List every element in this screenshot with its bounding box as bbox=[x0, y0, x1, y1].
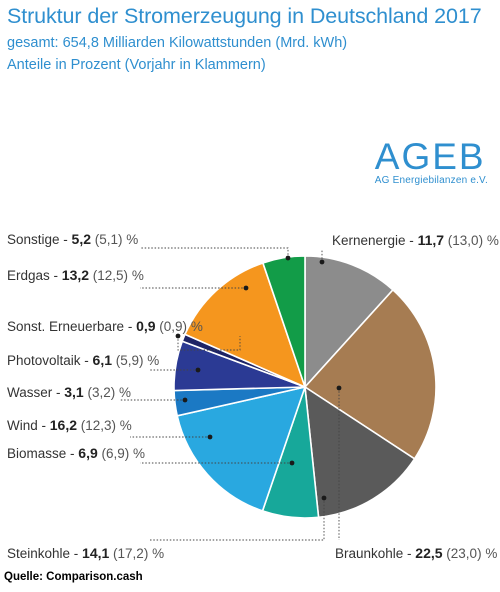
slice-value-wind: 16,2 bbox=[50, 417, 77, 433]
slice-label-steinkohle: Steinkohle - 14,1 (17,2) % bbox=[7, 545, 164, 561]
leader-dot-erdgas bbox=[243, 285, 249, 291]
slice-prev-sonstige: (5,1) bbox=[91, 232, 123, 247]
pie-slice-braunkohle bbox=[303, 288, 437, 460]
slice-unit-braunkohle: % bbox=[482, 546, 498, 561]
slice-label-erdgas: Erdgas - 13,2 (12,5) % bbox=[7, 267, 144, 283]
slice-value-biomasse: 6,9 bbox=[78, 445, 98, 461]
slice-unit-wasser: % bbox=[115, 385, 131, 400]
leader-dot-steinkohle bbox=[321, 495, 327, 501]
slice-label-sonst-erneuerbare: Sonst. Erneuerbare - 0,9 (0,9) % bbox=[7, 318, 203, 334]
slice-value-photovoltaik: 6,1 bbox=[93, 352, 113, 368]
source-note: Quelle: Comparison.cash bbox=[4, 571, 143, 583]
slice-label-sonstige: Sonstige - 5,2 (5,1) % bbox=[7, 231, 138, 247]
leader-dot-sonst-erneuerbare bbox=[175, 333, 181, 339]
logo-main-text: AGEB bbox=[374, 136, 486, 177]
slice-value-steinkohle: 14,1 bbox=[82, 545, 109, 561]
slice-label-photovoltaik: Photovoltaik - 6,1 (5,9) % bbox=[7, 352, 159, 368]
slice-name-wind: Wind - bbox=[7, 418, 50, 433]
slice-name-wasser: Wasser - bbox=[7, 385, 64, 400]
slice-prev-steinkohle: (17,2) bbox=[109, 546, 148, 561]
slice-prev-sonst-erneuerbare: (0,9) bbox=[156, 319, 188, 334]
pie-slice-wind bbox=[176, 385, 307, 512]
leader-dot-photovoltaik bbox=[195, 367, 201, 373]
pie-slice-steinkohle bbox=[304, 385, 416, 519]
leader-line-steinkohle bbox=[150, 498, 325, 541]
slice-label-braunkohle: Braunkohle - 22,5 (23,0) % bbox=[335, 545, 497, 561]
slice-name-photovoltaik: Photovoltaik - bbox=[7, 353, 93, 368]
slice-prev-photovoltaik: (5,9) bbox=[112, 353, 144, 368]
pie-slice-sonstige bbox=[261, 255, 306, 388]
slice-value-kernenergie: 11,7 bbox=[418, 232, 445, 248]
slice-prev-braunkohle: (23,0) bbox=[443, 546, 482, 561]
slice-unit-photovoltaik: % bbox=[144, 353, 160, 368]
slice-value-sonst-erneuerbare: 0,9 bbox=[136, 318, 156, 334]
ageb-logo: AGEB AG Energiebilanzen e.V. bbox=[374, 136, 488, 186]
chart-title: Struktur der Stromerzeugung in Deutschla… bbox=[7, 4, 482, 28]
slice-unit-kernenergie: % bbox=[483, 233, 499, 248]
leader-dot-wind bbox=[207, 434, 213, 440]
slice-name-biomasse: Biomasse - bbox=[7, 446, 78, 461]
slice-name-braunkohle: Braunkohle - bbox=[335, 546, 415, 561]
pie-slice-kernenergie bbox=[304, 255, 395, 390]
slice-unit-sonstige: % bbox=[123, 232, 139, 247]
slice-name-erdgas: Erdgas - bbox=[7, 268, 62, 283]
slice-label-wasser: Wasser - 3,1 (3,2) % bbox=[7, 384, 131, 400]
slice-name-steinkohle: Steinkohle - bbox=[7, 546, 82, 561]
leader-dot-biomasse bbox=[289, 460, 295, 466]
slice-label-biomasse: Biomasse - 6,9 (6,9) % bbox=[7, 445, 145, 461]
logo-sub-text: AG Energiebilanzen e.V. bbox=[374, 175, 488, 186]
slice-prev-wind: (12,3) bbox=[77, 418, 116, 433]
slice-label-wind: Wind - 16,2 (12,3) % bbox=[7, 417, 132, 433]
slice-value-wasser: 3,1 bbox=[64, 384, 84, 400]
leader-dot-kernenergie bbox=[319, 259, 325, 265]
slice-value-sonstige: 5,2 bbox=[72, 231, 92, 247]
slice-prev-erdgas: (12,5) bbox=[89, 268, 128, 283]
slice-name-sonstige: Sonstige - bbox=[7, 232, 72, 247]
slice-unit-steinkohle: % bbox=[148, 546, 164, 561]
leader-dot-sonstige bbox=[285, 255, 291, 261]
pie-slice-erdgas bbox=[183, 261, 307, 389]
slice-label-kernenergie: Kernenergie - 11,7 (13,0) % bbox=[332, 232, 499, 248]
slice-unit-wind: % bbox=[116, 418, 132, 433]
slice-unit-erdgas: % bbox=[128, 268, 144, 283]
chart-subtitle: gesamt: 654,8 Milliarden Kilowattstunden… bbox=[7, 35, 348, 51]
leader-line-sonstige bbox=[140, 247, 289, 258]
slice-unit-sonst-erneuerbare: % bbox=[187, 319, 203, 334]
slice-prev-wasser: (3,2) bbox=[84, 385, 116, 400]
leader-dot-wasser bbox=[182, 397, 188, 403]
slice-name-kernenergie: Kernenergie - bbox=[332, 233, 418, 248]
slice-unit-biomasse: % bbox=[129, 446, 145, 461]
slice-prev-kernenergie: (13,0) bbox=[444, 233, 483, 248]
leader-dot-braunkohle bbox=[336, 385, 342, 391]
slice-value-erdgas: 13,2 bbox=[62, 267, 89, 283]
chart-subtitle-2: Anteile in Prozent (Vorjahr in Klammern) bbox=[7, 57, 266, 73]
slice-name-sonst-erneuerbare: Sonst. Erneuerbare - bbox=[7, 319, 136, 334]
slice-prev-biomasse: (6,9) bbox=[98, 446, 130, 461]
leader-line-sonst-erneuerbare bbox=[177, 336, 241, 351]
slice-value-braunkohle: 22,5 bbox=[415, 545, 442, 561]
